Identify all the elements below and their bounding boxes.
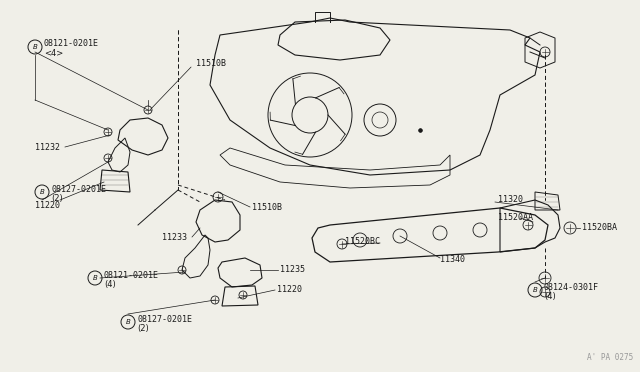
- Text: 11232: 11232: [35, 142, 60, 151]
- Text: (2): (2): [51, 193, 63, 202]
- Text: 11235: 11235: [280, 266, 305, 275]
- Text: 11220: 11220: [35, 201, 60, 209]
- Text: B: B: [125, 319, 131, 325]
- Text: 11520AA: 11520AA: [498, 212, 533, 221]
- Text: 08127-0201E: 08127-0201E: [51, 185, 106, 193]
- Text: (4): (4): [544, 292, 556, 301]
- Text: B: B: [93, 275, 97, 281]
- Text: B: B: [532, 287, 538, 293]
- Text: 11233: 11233: [162, 232, 187, 241]
- Text: 11510B: 11510B: [196, 58, 226, 67]
- Text: 11320: 11320: [498, 196, 523, 205]
- Text: 11220: 11220: [277, 285, 302, 295]
- Text: 08121-0201E: 08121-0201E: [44, 39, 99, 48]
- Text: B: B: [33, 44, 37, 50]
- Text: 08124-0301F: 08124-0301F: [544, 282, 599, 292]
- Text: 11520BC: 11520BC: [345, 237, 380, 247]
- Text: 11520BA: 11520BA: [582, 224, 617, 232]
- Text: 11340: 11340: [440, 256, 465, 264]
- Text: 08121-0201E: 08121-0201E: [104, 270, 159, 279]
- Text: <4>: <4>: [44, 48, 63, 58]
- Text: B: B: [40, 189, 44, 195]
- Text: (4): (4): [104, 279, 116, 289]
- Text: 08127-0201E: 08127-0201E: [137, 314, 192, 324]
- Text: A' PA 0275: A' PA 0275: [587, 353, 633, 362]
- Text: 11510B: 11510B: [252, 202, 282, 212]
- Text: (2): (2): [137, 324, 148, 333]
